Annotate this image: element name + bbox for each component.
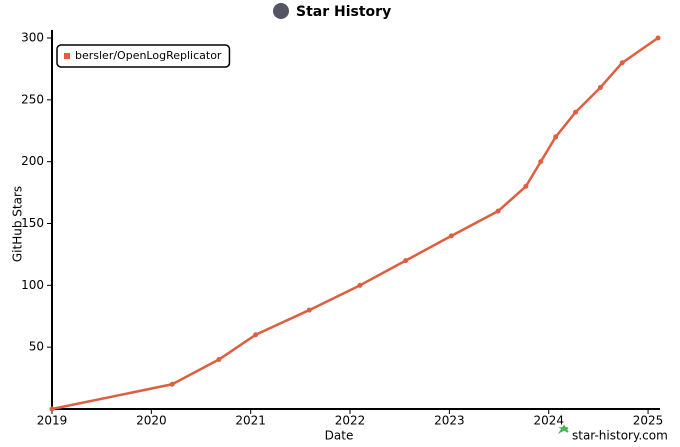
point bbox=[253, 332, 259, 338]
y-tick-label: 250 bbox=[21, 92, 44, 106]
chart-title: Star History bbox=[296, 4, 391, 20]
y-tick-label: 50 bbox=[29, 340, 44, 354]
point bbox=[538, 159, 544, 165]
point bbox=[523, 183, 529, 189]
x-tick-label: 2022 bbox=[335, 414, 366, 428]
point bbox=[169, 381, 175, 387]
point bbox=[216, 357, 222, 363]
point bbox=[448, 233, 454, 239]
logo-icon bbox=[557, 424, 569, 434]
line bbox=[51, 36, 659, 411]
x-tick-label: 2019 bbox=[37, 414, 68, 428]
point bbox=[597, 84, 603, 90]
point bbox=[553, 134, 559, 140]
y-tick-label: 100 bbox=[21, 278, 44, 292]
x-tick-label: 2025 bbox=[633, 414, 664, 428]
y-tick-label: 300 bbox=[21, 31, 44, 45]
x-tick-label: 2023 bbox=[434, 414, 465, 428]
footer: star-history.com bbox=[572, 429, 668, 443]
avatar-icon bbox=[273, 3, 289, 19]
legend-swatch bbox=[64, 53, 70, 59]
x-tick-label: 2024 bbox=[533, 414, 564, 428]
y-axis-label: GitHub Stars bbox=[11, 186, 25, 262]
point bbox=[573, 109, 579, 115]
legend-label: bersler/OpenLogReplicator bbox=[75, 49, 222, 62]
y-tick-label: 200 bbox=[21, 154, 44, 168]
x-tick-label: 2020 bbox=[136, 414, 167, 428]
point bbox=[403, 258, 409, 264]
point bbox=[306, 307, 312, 313]
legend bbox=[56, 44, 231, 68]
point bbox=[49, 406, 55, 412]
point bbox=[655, 35, 661, 41]
x-tick-label: 2021 bbox=[235, 414, 266, 428]
point bbox=[619, 60, 625, 66]
y-tick-label: 150 bbox=[21, 216, 44, 230]
point bbox=[357, 282, 363, 288]
x-axis-label: Date bbox=[325, 429, 354, 443]
point bbox=[495, 208, 501, 214]
